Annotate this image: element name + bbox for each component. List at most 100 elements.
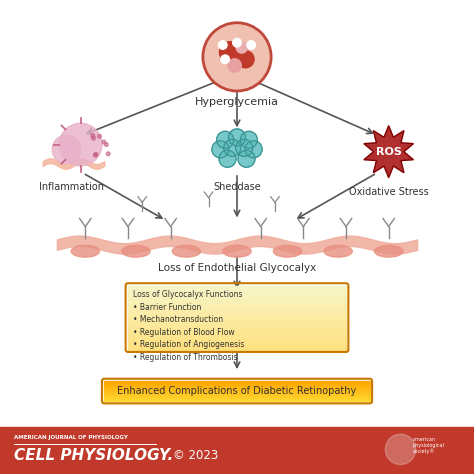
Bar xyxy=(128,329,346,330)
Bar xyxy=(128,314,346,316)
Bar xyxy=(128,337,346,338)
Text: Oxidative Stress: Oxidative Stress xyxy=(349,187,428,197)
Circle shape xyxy=(104,143,108,146)
Bar xyxy=(104,394,370,395)
Bar xyxy=(104,388,370,389)
Bar xyxy=(128,326,346,327)
Bar xyxy=(104,387,370,388)
Circle shape xyxy=(212,141,229,158)
Bar xyxy=(128,305,346,306)
Text: CELL PHYSIOLOGY.: CELL PHYSIOLOGY. xyxy=(14,447,173,463)
Bar xyxy=(128,301,346,303)
Circle shape xyxy=(203,23,271,91)
Bar xyxy=(128,292,346,293)
Bar xyxy=(128,318,346,319)
Bar xyxy=(104,395,370,396)
Text: Sheddase: Sheddase xyxy=(213,182,261,192)
Bar xyxy=(128,332,346,334)
Circle shape xyxy=(91,134,95,138)
Bar xyxy=(104,389,370,390)
Bar xyxy=(128,330,346,332)
Bar xyxy=(128,346,346,348)
Bar xyxy=(128,293,346,295)
Bar xyxy=(128,327,346,329)
Bar xyxy=(104,398,370,399)
Bar xyxy=(128,291,346,292)
Bar xyxy=(128,308,346,310)
Circle shape xyxy=(237,51,254,68)
Bar xyxy=(128,306,346,308)
Bar xyxy=(128,299,346,300)
Circle shape xyxy=(228,59,241,72)
Text: © 2023: © 2023 xyxy=(173,448,218,462)
Text: Hyperglycemia: Hyperglycemia xyxy=(195,97,279,107)
Ellipse shape xyxy=(324,246,352,257)
Text: Enhanced Complications of Diabetic Retinopathy: Enhanced Complications of Diabetic Retin… xyxy=(118,386,356,396)
Circle shape xyxy=(106,152,110,155)
Bar xyxy=(104,382,370,383)
Bar xyxy=(104,386,370,387)
Bar xyxy=(128,313,346,314)
Circle shape xyxy=(98,134,101,138)
Bar xyxy=(128,297,346,299)
Circle shape xyxy=(221,55,229,64)
Circle shape xyxy=(219,150,236,167)
Bar xyxy=(104,392,370,393)
Circle shape xyxy=(236,139,253,156)
Bar xyxy=(104,397,370,398)
Bar xyxy=(128,287,346,289)
Ellipse shape xyxy=(374,246,403,257)
Circle shape xyxy=(52,135,81,164)
Text: AMERICAN JOURNAL OF PHYSIOLOGY: AMERICAN JOURNAL OF PHYSIOLOGY xyxy=(14,435,128,439)
Circle shape xyxy=(91,137,95,140)
Bar xyxy=(128,345,346,346)
Bar xyxy=(128,319,346,321)
Circle shape xyxy=(93,153,97,157)
Ellipse shape xyxy=(223,246,251,257)
Polygon shape xyxy=(364,126,413,178)
Circle shape xyxy=(228,129,246,146)
Bar xyxy=(128,342,346,343)
Bar xyxy=(104,393,370,394)
Circle shape xyxy=(217,131,234,148)
Bar xyxy=(128,311,346,313)
Bar xyxy=(104,400,370,401)
Bar xyxy=(128,322,346,324)
Bar xyxy=(128,316,346,318)
Circle shape xyxy=(385,434,416,465)
Bar xyxy=(0,427,474,474)
Circle shape xyxy=(238,150,255,167)
Circle shape xyxy=(219,41,227,49)
Bar xyxy=(128,334,346,335)
Bar xyxy=(104,381,370,382)
Ellipse shape xyxy=(273,246,302,257)
Bar xyxy=(104,384,370,385)
Circle shape xyxy=(59,123,102,166)
Bar xyxy=(104,385,370,386)
Bar xyxy=(128,335,346,337)
Bar xyxy=(128,295,346,297)
Text: american
physiological
society®: american physiological society® xyxy=(412,437,444,454)
Bar xyxy=(104,396,370,397)
Ellipse shape xyxy=(172,246,201,257)
Ellipse shape xyxy=(71,246,100,257)
Text: ROS: ROS xyxy=(376,146,401,157)
Bar xyxy=(128,310,346,311)
Circle shape xyxy=(236,42,247,53)
Circle shape xyxy=(102,140,106,144)
Circle shape xyxy=(224,139,241,156)
Bar xyxy=(128,303,346,305)
Bar xyxy=(128,340,346,342)
Text: Loss of Endothelial Glycocalyx: Loss of Endothelial Glycocalyx xyxy=(158,263,316,273)
Circle shape xyxy=(219,42,240,63)
Circle shape xyxy=(94,153,98,156)
Bar xyxy=(104,383,370,384)
Circle shape xyxy=(245,141,262,158)
Bar xyxy=(128,289,346,291)
Bar xyxy=(104,390,370,391)
Bar xyxy=(128,348,346,350)
Bar xyxy=(128,343,346,345)
Bar xyxy=(128,285,346,287)
Circle shape xyxy=(247,41,255,49)
Circle shape xyxy=(233,38,241,47)
